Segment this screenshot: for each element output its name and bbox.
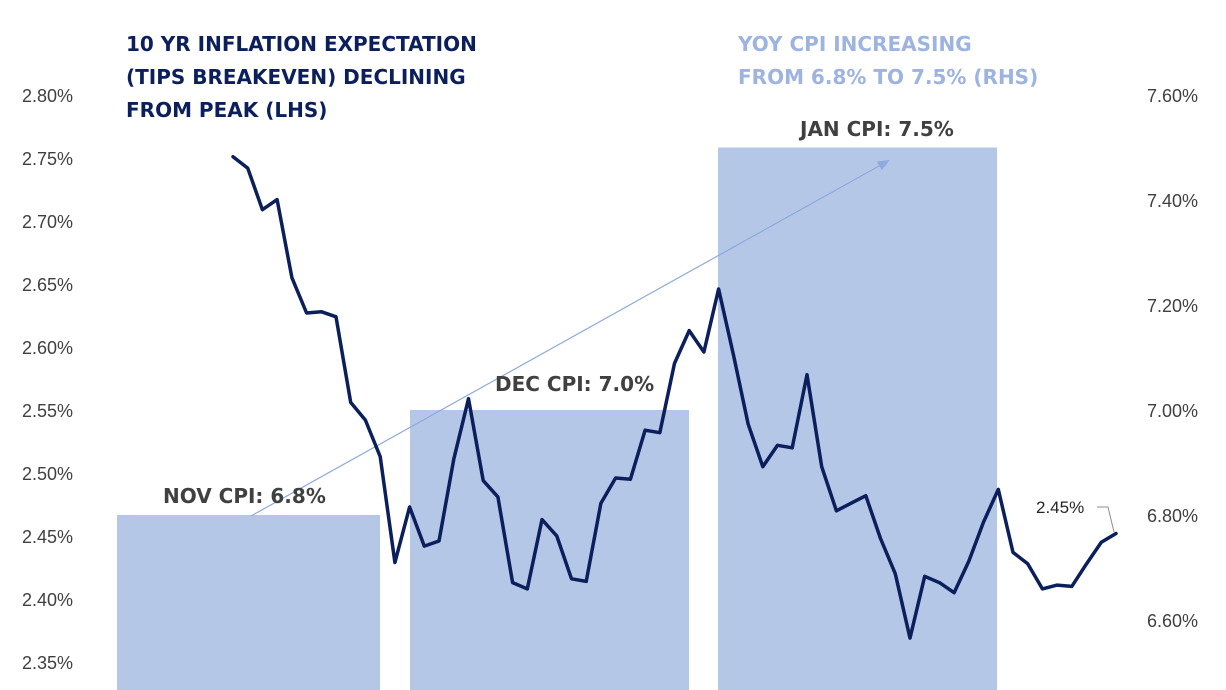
left-tick-label: 2.75% bbox=[22, 149, 73, 169]
right-title-line-2: FROM 6.8% TO 7.5% (RHS) bbox=[738, 65, 1038, 89]
cpi-bar bbox=[410, 410, 689, 690]
left-axis: 2.80% 2.75% 2.70% 2.65% 2.60% 2.55% 2.50% 2.45%… bbox=[22, 86, 73, 673]
left-tick-label: 2.50% bbox=[22, 464, 73, 484]
trend-arrow bbox=[250, 160, 890, 517]
left-title-line-1: 10 YR INFLATION EXPECTATION bbox=[126, 32, 477, 56]
cpi-bar bbox=[718, 147, 997, 690]
right-tick-label: 7.20% bbox=[1147, 296, 1198, 316]
right-tick-label: 7.60% bbox=[1147, 86, 1198, 106]
trend-arrow-group bbox=[250, 160, 890, 517]
left-tick-label: 2.60% bbox=[22, 338, 73, 358]
left-tick-label: 2.70% bbox=[22, 212, 73, 232]
cpi-bars bbox=[117, 147, 997, 690]
right-axis: 7.60% 7.40% 7.20% 7.00% 6.80% 6.60% bbox=[1147, 86, 1198, 631]
left-tick-label: 2.55% bbox=[22, 401, 73, 421]
jan-cpi-label: JAN CPI: 7.5% bbox=[798, 117, 954, 141]
last-value-label: 2.45% bbox=[1036, 498, 1084, 517]
dec-cpi-label: DEC CPI: 7.0% bbox=[495, 372, 654, 396]
right-title-line-1: YOY CPI INCREASING bbox=[737, 32, 972, 56]
right-tick-label: 7.00% bbox=[1147, 401, 1198, 421]
left-tick-label: 2.35% bbox=[22, 653, 73, 673]
last-value-leader bbox=[1097, 506, 1115, 533]
left-tick-label: 2.80% bbox=[22, 86, 73, 106]
nov-cpi-label: NOV CPI: 6.8% bbox=[163, 484, 326, 508]
right-tick-label: 6.80% bbox=[1147, 506, 1198, 526]
left-title-line-3: FROM PEAK (LHS) bbox=[126, 98, 327, 122]
left-title: 10 YR INFLATION EXPECTATION (TIPS BREAKE… bbox=[126, 32, 477, 122]
left-tick-label: 2.45% bbox=[22, 527, 73, 547]
left-tick-label: 2.40% bbox=[22, 590, 73, 610]
left-tick-label: 2.65% bbox=[22, 275, 73, 295]
cpi-bar bbox=[117, 515, 380, 690]
breakeven-series bbox=[231, 154, 1118, 640]
left-title-line-2: (TIPS BREAKEVEN) DECLINING bbox=[126, 65, 466, 89]
last-value-callout: 2.45% bbox=[1036, 498, 1115, 533]
right-title: YOY CPI INCREASING FROM 6.8% TO 7.5% (RH… bbox=[737, 32, 1038, 89]
breakeven-line bbox=[231, 154, 1118, 640]
right-tick-label: 7.40% bbox=[1147, 191, 1198, 211]
right-tick-label: 6.60% bbox=[1147, 611, 1198, 631]
